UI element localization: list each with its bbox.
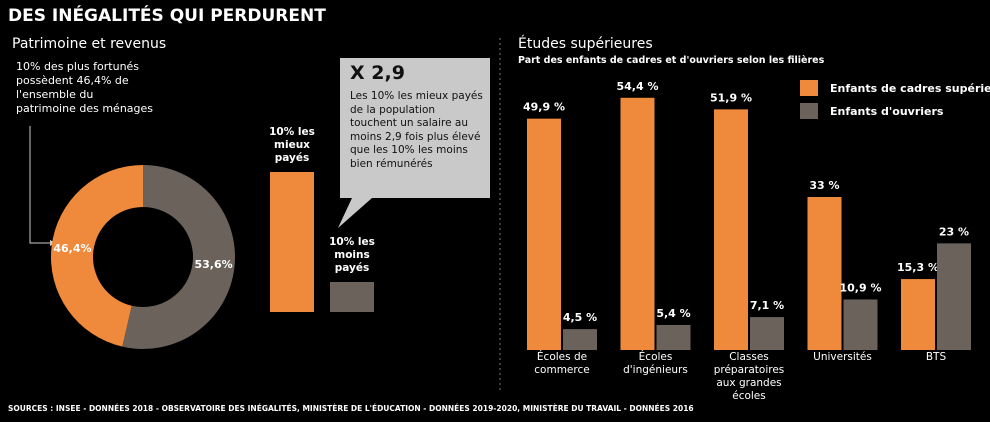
bar [937,243,971,350]
bar [714,109,748,350]
section-title: Patrimoine et revenus [12,36,167,52]
value-label: 5,4 % [656,307,690,320]
pie-slice [122,165,235,349]
value-label: 51,9 % [710,91,752,104]
callout-box [338,58,490,228]
bar [843,299,878,350]
x-tick-label: BTS [925,351,947,363]
legend-swatch [800,80,818,96]
annotation: 10% des plus fortunés possèdent 46,4% de… [16,60,154,115]
value-label: 33 % [809,179,839,192]
sources: SOURCES : INSEE - DONNÉES 2018 - OBSERVA… [8,404,694,413]
bar [807,197,842,350]
bar [901,279,935,350]
legend-swatch [800,103,818,119]
value-label: 23 % [939,225,969,238]
value-label: 49,9 % [523,101,565,114]
value-label: 46,4% [53,242,91,255]
bar [330,282,374,312]
callout-text: Les 10% les mieux payés de la population… [350,90,483,170]
value-label: 53,6% [194,258,232,271]
bar [620,97,655,350]
bar [270,172,314,312]
bar-label: 10% les moins payés [329,236,375,274]
value-label: 4,5 % [563,311,597,324]
bar [527,118,561,351]
callout-title: X 2,9 [350,62,405,84]
value-label: 54,4 % [617,80,659,93]
value-label: 10,9 % [840,281,882,294]
x-tick-label: Écoles de commerce [534,351,590,376]
bar [563,329,597,350]
bar-label: 10% les mieux payés [269,126,315,164]
bar [750,317,784,350]
section-title: Études supérieures [518,36,653,52]
value-label: 15,3 % [897,261,939,274]
x-tick-label: Classes préparatoires aux grandes écoles [713,351,785,402]
x-tick-label: Écoles d'ingénieurs [623,351,688,376]
value-label: 7,1 % [750,299,784,312]
pie-slice [50,164,143,347]
legend-label: Enfants de cadres supérieurs [830,82,990,95]
x-tick-label: Universités [813,351,872,363]
title: DES INÉGALITÉS QUI PERDURENT [8,6,326,26]
bar [656,324,691,350]
annotation-line [29,126,52,244]
subtitle: Part des enfants de cadres et d'ouvriers… [518,55,825,66]
legend-label: Enfants d'ouvriers [830,105,944,118]
